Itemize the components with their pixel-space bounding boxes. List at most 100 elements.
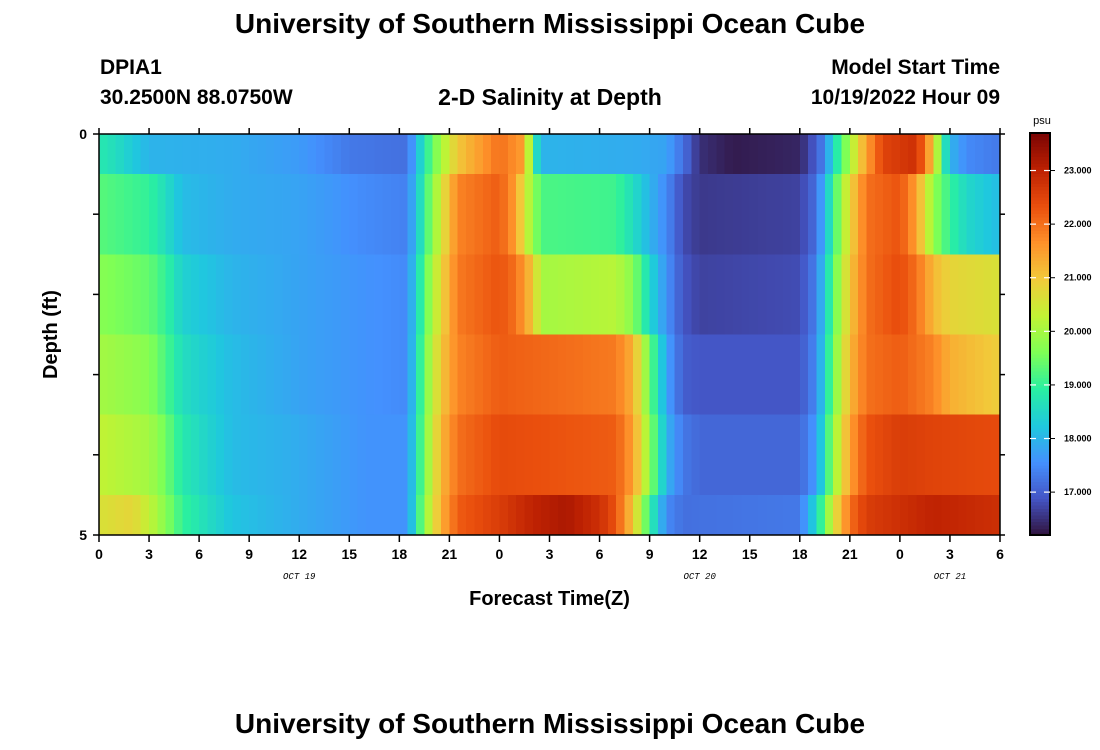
heatmap-cell [983,494,993,535]
heatmap-cell [833,494,843,535]
colorbar-segment [1030,360,1050,365]
colorbar-segment [1030,377,1050,382]
heatmap-cell [357,494,367,535]
heatmap-cell [824,334,834,415]
heatmap-cell [207,494,217,535]
heatmap-cell [282,334,292,415]
heatmap-cell [591,414,601,495]
heatmap-cell [190,134,200,175]
heatmap-cell [416,334,425,415]
heatmap-cell [541,254,551,335]
heatmap-cell [933,254,943,335]
colorbar-segment [1030,263,1050,268]
heatmap-cell [357,334,367,415]
heatmap-cell [632,494,642,535]
heatmap-cell [966,174,976,255]
heatmap-cell [783,174,793,255]
heatmap-cell [549,334,559,415]
heatmap-cell [466,494,476,535]
heatmap-cell [174,334,184,415]
heatmap-cell [224,174,234,255]
colorbar-segment [1030,230,1050,235]
heatmap-cell [466,414,476,495]
heatmap-cell [457,334,467,415]
heatmap-cell [174,134,184,175]
heatmap-cell [808,494,818,535]
heatmap-cell [841,414,851,495]
heatmap-cell [199,334,209,415]
heatmap-cell [432,174,442,255]
heatmap-cell [257,414,267,495]
colorbar-segment [1030,434,1050,439]
heatmap-cell [382,414,392,495]
heatmap-cell [290,174,300,255]
colorbar-segment [1030,508,1050,513]
heatmap-cell [891,174,901,255]
heatmap-cell [641,334,651,415]
heatmap-cell [232,134,242,175]
heatmap-cell [140,134,150,175]
heatmap-cell [549,494,559,535]
heatmap-cell [432,414,442,495]
heatmap-cell [908,414,918,495]
heatmap-cell [549,254,559,335]
heatmap-cell [516,334,526,415]
heatmap-cell [632,254,642,335]
heatmap-cell [624,174,634,255]
heatmap-cell [582,134,592,175]
heatmap-cell [741,414,751,495]
heatmap-cell [866,334,876,415]
heatmap-cell [716,334,726,415]
heatmap-cell [674,494,684,535]
heatmap-cell [107,334,117,415]
heatmap-cell [115,414,125,495]
heatmap-cell [507,174,517,255]
heatmap-cell [682,414,692,495]
heatmap-cell [674,414,684,495]
heatmap-cell [466,174,476,255]
heatmap-cell [240,254,250,335]
heatmap-cell [874,414,884,495]
heatmap-cell [591,494,601,535]
heatmap-cell [482,174,492,255]
colorbar-segment [1030,451,1050,456]
heatmap-cell [466,134,476,175]
heatmap-cell [724,494,734,535]
heatmap-cell [407,334,417,415]
heatmap-cell [716,134,726,175]
heatmap-cell [933,134,943,175]
heatmap-cell [566,494,576,535]
colorbar-segment [1030,243,1050,248]
colorbar-segment [1030,256,1050,261]
colorbar-segment [1030,200,1050,204]
heatmap-cell [983,334,993,415]
heatmap-cell [883,254,893,335]
heatmap-cell [574,174,584,255]
heatmap-cell [966,334,976,415]
heatmap-cell [566,334,576,415]
heatmap-cell [624,254,634,335]
colorbar-segment [1030,233,1050,238]
heatmap-cell [190,414,200,495]
heatmap-cell [274,254,284,335]
colorbar-segment [1030,250,1050,255]
heatmap-cell [816,134,826,175]
heatmap-cell [340,174,350,255]
heatmap-cell [157,334,167,415]
heatmap-cell [374,414,384,495]
colorbar-segment [1030,334,1050,338]
heatmap-cell [274,134,284,175]
heatmap-cell [791,334,801,415]
heatmap-cell [299,134,309,175]
heatmap-cell [416,254,425,335]
heatmap-cell [616,414,626,495]
heatmap-cell [991,174,1001,255]
heatmap-cell [132,494,142,535]
heatmap-cell [115,334,125,415]
colorbar-segment [1030,481,1050,486]
heatmap-cell [215,494,225,535]
heatmap-cell [974,494,984,535]
heatmap-cell [924,414,934,495]
heatmap-cell [524,414,534,495]
heatmap-cell [424,174,434,255]
